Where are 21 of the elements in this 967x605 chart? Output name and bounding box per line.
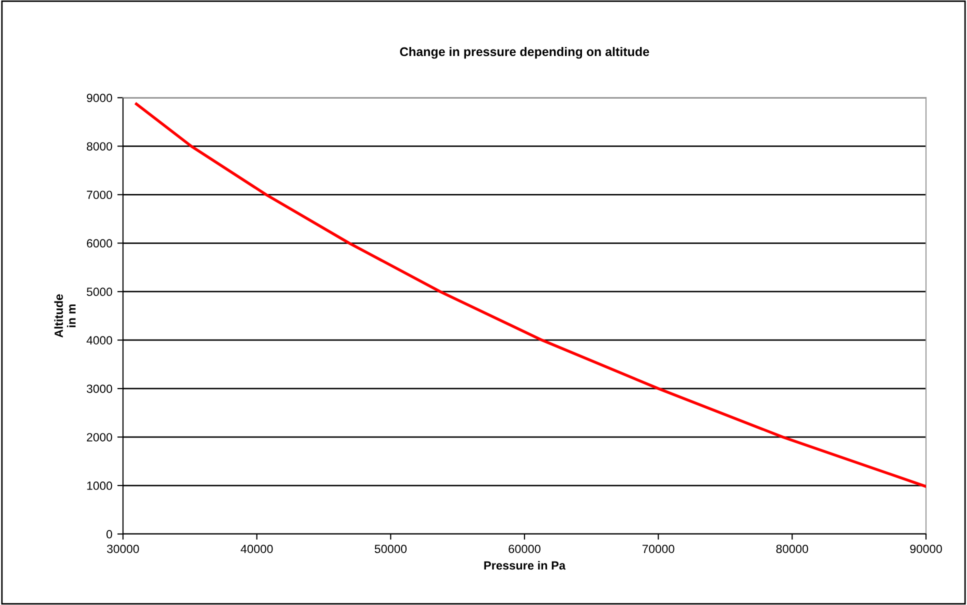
x-tick-label: 30000 — [107, 544, 139, 554]
x-tick-label: 50000 — [374, 544, 407, 554]
x-tick-label: 70000 — [642, 544, 674, 554]
x-tick-label: 90000 — [910, 544, 942, 554]
line-series — [134, 102, 926, 488]
y-axis-title: Altitude in m — [54, 294, 76, 338]
y-tick-label: 3000 — [86, 384, 112, 393]
x-tick-label: 80000 — [776, 544, 808, 554]
y-tick-label: 1000 — [87, 482, 112, 490]
y-tick-label: 7000 — [86, 190, 112, 200]
x-axis-title: Pressure in Pa — [484, 560, 566, 570]
y-tick-label: 5000 — [86, 288, 112, 296]
y-tick-label: 0 — [106, 530, 112, 538]
x-tick-label: 60000 — [508, 544, 540, 554]
y-tick-label: 4000 — [86, 336, 112, 344]
x-tick-label: 40000 — [240, 544, 273, 554]
y-tick-label: 2000 — [86, 433, 112, 442]
y-tick-label: 9000 — [86, 94, 112, 102]
y-tick-label: 6000 — [86, 239, 112, 248]
chart-title: Change in pressure depending on altitude — [400, 46, 650, 59]
y-tick-label: 8000 — [86, 142, 112, 151]
